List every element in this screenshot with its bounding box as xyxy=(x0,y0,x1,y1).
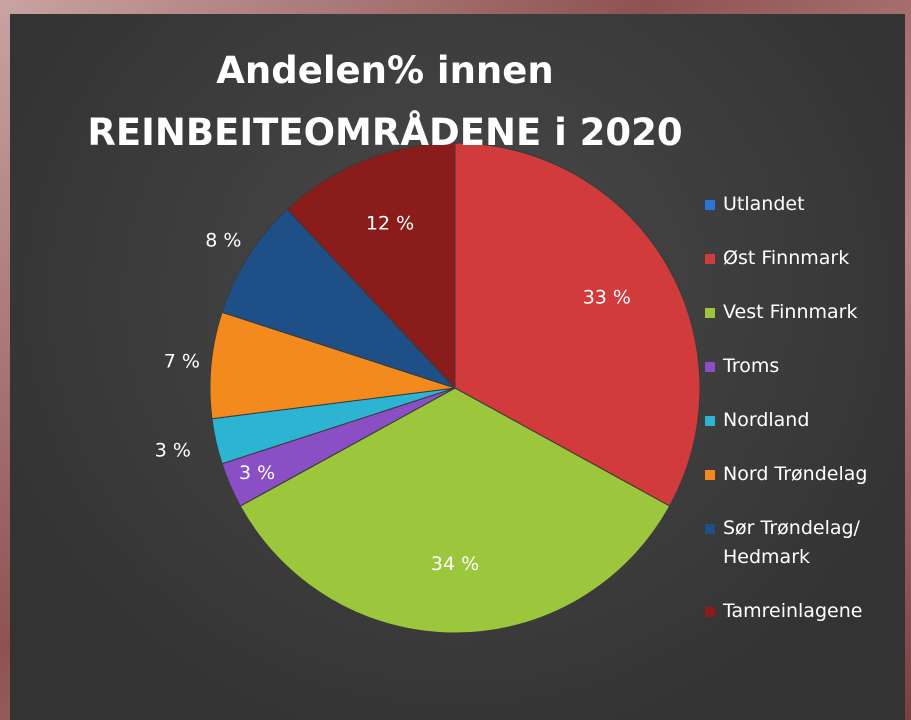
data-label: 3 % xyxy=(155,440,191,462)
legend-label: Tamreinlagene xyxy=(723,600,863,622)
legend-label: Utlandet xyxy=(723,193,805,215)
chart-title: Andelen% innen REINBEITEOMRÅDENE i 2020 xyxy=(87,49,683,154)
legend-label: Øst Finnmark xyxy=(723,247,850,269)
legend-swatch xyxy=(705,470,715,480)
data-label: 33 % xyxy=(583,287,631,309)
legend: Utlandet Øst Finnmark Vest Finnmark Troms No… xyxy=(705,190,880,626)
data-label: 3 % xyxy=(239,462,275,484)
pie-slice xyxy=(209,311,456,420)
legend-swatch xyxy=(705,362,715,372)
pie-slice xyxy=(286,142,456,390)
legend-swatch xyxy=(705,308,715,318)
data-label: 12 % xyxy=(366,212,414,234)
legend-swatch xyxy=(705,254,715,264)
legend-label: Nord Trøndelag xyxy=(723,463,868,485)
data-label: 8 % xyxy=(205,229,241,251)
legend-item: Utlandet xyxy=(705,190,880,219)
legend-item: Troms xyxy=(705,352,880,381)
legend-swatch xyxy=(705,607,715,617)
legend-swatch xyxy=(705,524,715,534)
legend-label: Sør Trøndelag/ Hedmark xyxy=(723,517,860,568)
legend-item: Øst Finnmark xyxy=(705,244,880,273)
data-label: 34 % xyxy=(431,553,479,575)
legend-label: Troms xyxy=(723,355,780,377)
pie-slice xyxy=(239,387,671,634)
legend-item: Vest Finnmark xyxy=(705,298,880,327)
legend-item: Nord Trøndelag xyxy=(705,460,880,489)
data-label: 7 % xyxy=(164,351,200,373)
legend-item: Tamreinlagene xyxy=(705,597,880,626)
legend-swatch xyxy=(705,416,715,426)
legend-label: Nordland xyxy=(723,409,810,431)
legend-item: Sør Trøndelag/ Hedmark xyxy=(705,514,880,572)
pie-slice xyxy=(454,142,701,507)
legend-label: Vest Finnmark xyxy=(723,301,858,323)
legend-swatch xyxy=(705,200,715,210)
pie-slice xyxy=(221,208,456,389)
legend-item: Nordland xyxy=(705,406,880,435)
